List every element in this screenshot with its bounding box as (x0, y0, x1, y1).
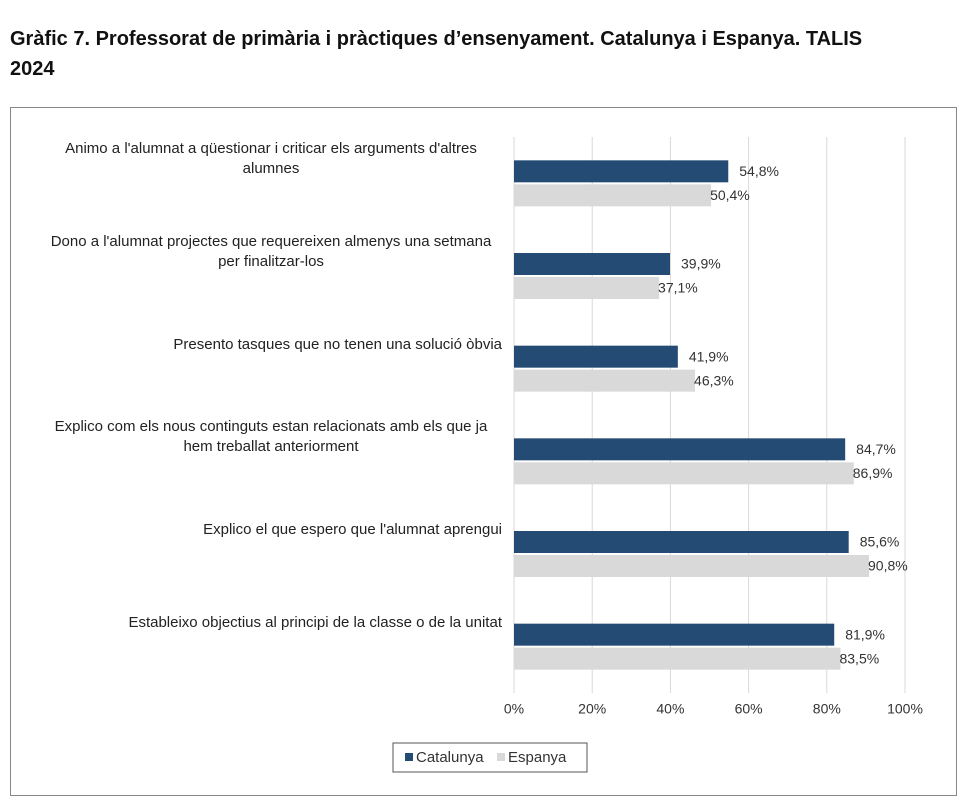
value-label: 85,6% (860, 534, 900, 550)
legend-label: Espanya (508, 749, 567, 766)
value-label: 37,1% (658, 280, 698, 296)
bar (514, 623, 835, 646)
x-tick-label: 20% (578, 701, 606, 717)
value-label: 54,8% (739, 163, 779, 179)
category-label-box: Animo a l'alumnat a qüestionar i critica… (40, 139, 502, 179)
value-label: 84,7% (856, 441, 896, 457)
bar (514, 369, 696, 392)
chart-title: Gràfic 7. Professorat de primària i pràc… (10, 28, 863, 80)
bar (514, 555, 870, 577)
x-tick-label: 60% (735, 701, 763, 717)
category-label-box: Explico com els nous continguts estan re… (40, 417, 502, 457)
value-label: 50,4% (710, 187, 750, 203)
value-label: 81,9% (845, 626, 885, 642)
category-label: Dono a l'alumnat projectes que requereix… (50, 233, 492, 270)
bar (514, 531, 849, 553)
bar (514, 438, 846, 461)
category-label-box: Explico el que espero que l'alumnat apre… (40, 520, 502, 540)
bar (514, 277, 660, 299)
bar (514, 462, 854, 485)
legend: Catalunya Espanya (392, 742, 588, 773)
bar (514, 647, 841, 670)
category-label: Presento tasques que no tenen una soluci… (173, 335, 502, 353)
value-label: 83,5% (839, 650, 879, 666)
x-tick-label: 100% (887, 701, 923, 717)
chart-frame (10, 107, 957, 796)
category-label-box: Estableixo objectius al principi de la c… (40, 613, 502, 633)
value-label: 86,9% (853, 465, 893, 481)
category-label-box: Dono a l'alumnat projectes que requereix… (40, 232, 502, 272)
bar (514, 345, 678, 368)
category-label-box: Presento tasques que no tenen una soluci… (40, 335, 502, 355)
x-tick-label: 0% (504, 701, 524, 717)
value-label: 41,9% (689, 348, 729, 364)
category-label: Explico el que espero que l'alumnat apre… (203, 521, 502, 538)
x-tick-label: 80% (813, 701, 841, 717)
value-label: 39,9% (681, 256, 721, 272)
legend-swatch (497, 753, 505, 761)
value-label: 46,3% (694, 372, 734, 388)
bar (514, 160, 729, 183)
category-label: Estableixo objectius al principi de la c… (128, 613, 502, 631)
value-label: 90,8% (868, 558, 908, 574)
x-tick-label: 40% (656, 701, 684, 717)
legend-label: Catalunya (416, 749, 484, 766)
legend-swatch (405, 753, 413, 761)
category-label: Explico com els nous continguts estan re… (54, 418, 488, 456)
legend-box (392, 742, 588, 773)
category-label: Animo a l'alumnat a qüestionar i critica… (65, 140, 477, 178)
bar (514, 184, 712, 207)
bar (514, 253, 671, 275)
